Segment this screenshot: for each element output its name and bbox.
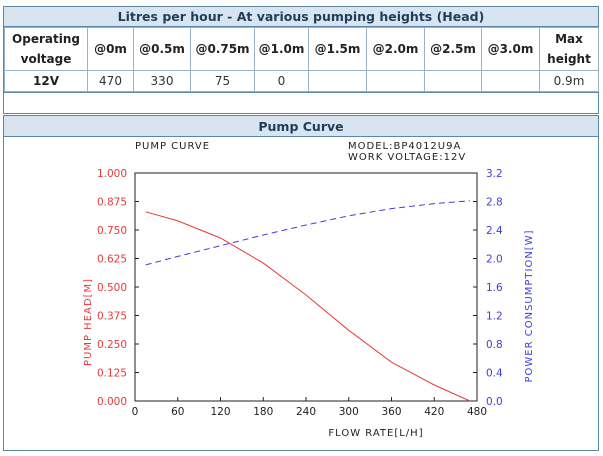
x-tick-label: 60 bbox=[171, 406, 184, 418]
x-tick-label: 480 bbox=[467, 406, 487, 418]
y-right-tick-label: 0.8 bbox=[486, 339, 503, 351]
x-tick-label: 120 bbox=[210, 406, 230, 418]
y-right-axis-label: POWER CONSUMPTION[W] bbox=[524, 230, 535, 383]
header-head-1-5m: @1.5m bbox=[308, 27, 367, 71]
cell-0m: 470 bbox=[87, 70, 134, 92]
x-tick-label: 420 bbox=[424, 406, 444, 418]
y-right-tick-label: 1.2 bbox=[486, 311, 503, 323]
cell-2-5m bbox=[424, 70, 482, 92]
spacer-panel bbox=[3, 92, 599, 114]
chart-title: PUMP CURVE bbox=[135, 141, 210, 152]
y-left-tick-label: 0.375 bbox=[97, 311, 127, 323]
pump-head-line bbox=[145, 211, 471, 402]
y-left-tick-label: 0.250 bbox=[97, 339, 127, 351]
model-label: MODEL:BP4012U9A bbox=[348, 141, 461, 152]
y-left-tick-label: 0.625 bbox=[97, 254, 127, 266]
cell-0-75m: 75 bbox=[190, 70, 255, 92]
cell-0-5m: 330 bbox=[133, 70, 191, 92]
cell-max-height: 0.9m bbox=[539, 70, 599, 92]
header-head-1-0m: @1.0m bbox=[254, 27, 309, 71]
work-voltage-label: WORK VOLTAGE:12V bbox=[348, 152, 466, 163]
y-left-tick-label: 0.750 bbox=[97, 225, 127, 237]
y-right-tick-label: 2.8 bbox=[486, 197, 503, 209]
y-left-tick-label: 0.500 bbox=[97, 282, 127, 294]
header-head-2-0m: @2.0m bbox=[366, 27, 425, 71]
flow-table-header-row: Operating voltage @0m @0.5m @0.75m @1.0m… bbox=[4, 27, 599, 71]
pump-curve-panel: Pump Curve PUMP CURVE MODEL:BP4012U9A WORK… bbox=[3, 115, 599, 451]
y-right-tick-label: 0.4 bbox=[486, 368, 503, 380]
y-right-tick-label: 2.4 bbox=[486, 225, 503, 237]
cell-2-0m bbox=[366, 70, 425, 92]
y-right-tick-label: 2.0 bbox=[486, 254, 503, 266]
header-head-0m: @0m bbox=[87, 27, 134, 71]
x-tick-label: 360 bbox=[381, 406, 401, 418]
header-head-2-5m: @2.5m bbox=[424, 27, 482, 71]
y-right-tick-label: 1.6 bbox=[486, 282, 503, 294]
y-right-tick-label: 3.2 bbox=[486, 168, 503, 180]
x-tick-label: 300 bbox=[339, 406, 359, 418]
y-left-tick-label: 0.125 bbox=[97, 368, 127, 380]
cell-1-5m bbox=[308, 70, 367, 92]
flow-table-title: Litres per hour - At various pumping hei… bbox=[4, 7, 598, 27]
header-head-0-5m: @0.5m bbox=[133, 27, 191, 71]
flow-table-panel: Litres per hour - At various pumping hei… bbox=[3, 6, 599, 92]
cell-3-0m bbox=[481, 70, 540, 92]
header-max-height: Max height bbox=[539, 27, 599, 71]
x-axis-label: FLOW RATE[L/H] bbox=[328, 428, 423, 439]
y-left-tick-label: 0.000 bbox=[97, 396, 127, 408]
cell-voltage: 12V bbox=[4, 70, 88, 92]
x-tick-label: 0 bbox=[132, 406, 139, 418]
x-tick-label: 240 bbox=[296, 406, 316, 418]
y-left-tick-label: 0.875 bbox=[97, 197, 127, 209]
x-tick-label: 180 bbox=[253, 406, 273, 418]
y-left-axis-label: PUMP HEAD[M] bbox=[83, 278, 94, 366]
header-head-0-75m: @0.75m bbox=[190, 27, 255, 71]
header-operating-voltage: Operating voltage bbox=[4, 27, 88, 71]
chart-area: PUMP CURVE MODEL:BP4012U9A WORK VOLTAGE:12… bbox=[4, 136, 598, 456]
y-left-tick-label: 1.000 bbox=[97, 168, 127, 180]
flow-table: Operating voltage @0m @0.5m @0.75m @1.0m… bbox=[4, 27, 599, 92]
flow-table-row: 12V 470 330 75 0 0.9m bbox=[4, 70, 599, 92]
plot-frame bbox=[134, 172, 478, 402]
cell-1-0m: 0 bbox=[254, 70, 309, 92]
power-consumption-line bbox=[145, 200, 470, 266]
header-head-3-0m: @3.0m bbox=[481, 27, 540, 71]
pump-curve-title: Pump Curve bbox=[4, 116, 598, 137]
y-right-tick-label: 0.0 bbox=[486, 396, 503, 408]
